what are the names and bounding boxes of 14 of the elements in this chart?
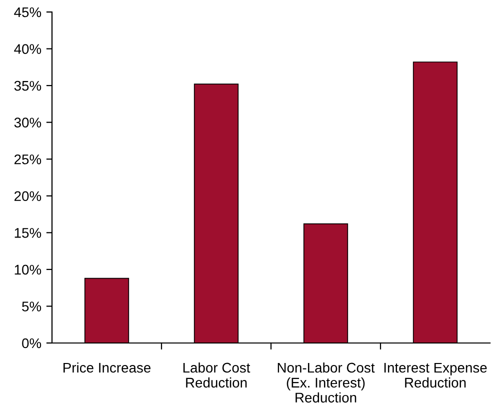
y-tick-label: 40% <box>14 44 42 54</box>
y-tick-label: 35% <box>14 80 42 91</box>
y-tick-label: 30% <box>14 118 42 128</box>
x-tick-label: Non-Labor Cost (Ex. Interest) Reduction <box>278 362 375 403</box>
y-tick-label: 45% <box>14 7 42 18</box>
y-tick-label: 25% <box>14 154 42 164</box>
y-tick-label: 10% <box>14 264 42 275</box>
y-tick-label: 5% <box>22 302 42 312</box>
x-tick-label: Price Increase <box>64 362 151 373</box>
y-tick-label: 20% <box>14 191 42 202</box>
x-tick-label: Labor Cost Reduction <box>183 362 250 388</box>
x-tick-label: Interest Expense Reduction <box>384 362 487 388</box>
y-tick-label: 0% <box>22 338 42 348</box>
y-tick-label: 15% <box>14 228 42 238</box>
